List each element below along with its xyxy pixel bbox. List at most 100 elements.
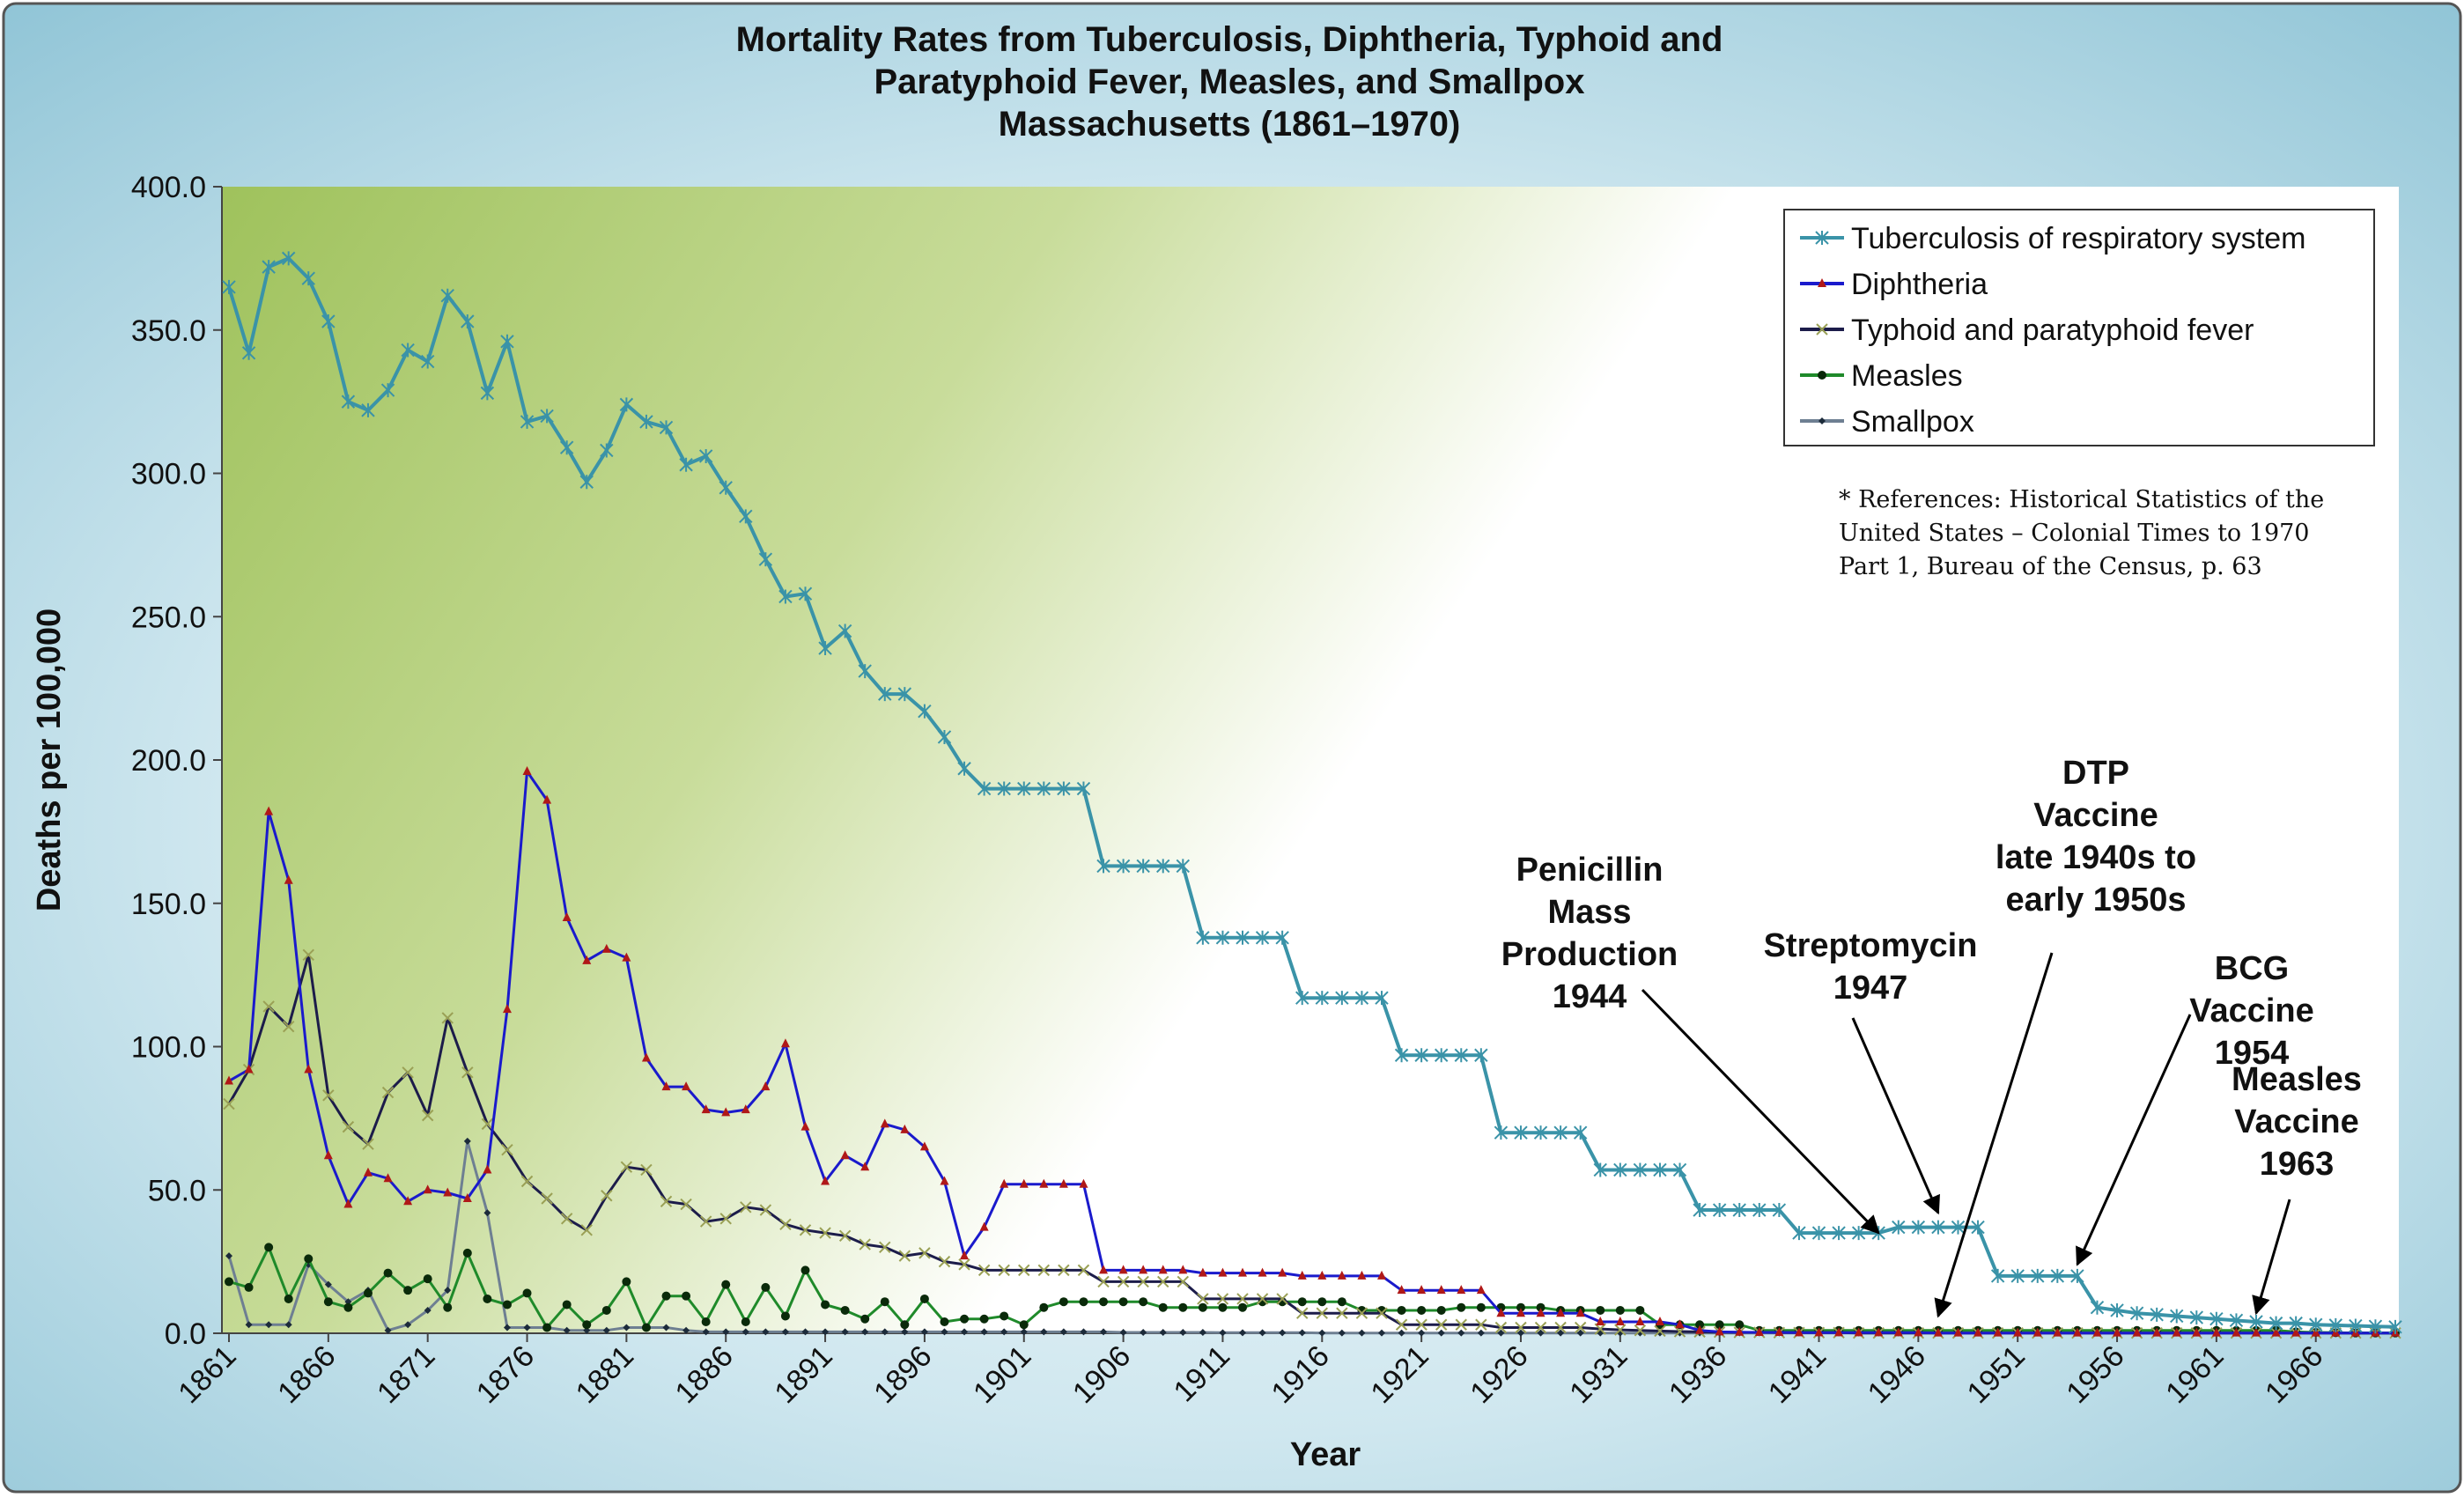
annotation-arrow bbox=[1851, 1017, 1940, 1215]
data-point bbox=[401, 343, 415, 358]
data-point bbox=[841, 1328, 849, 1336]
y-tick-label: 100.0 bbox=[131, 1031, 206, 1065]
data-point bbox=[1219, 1329, 1227, 1337]
data-point bbox=[979, 1221, 989, 1231]
data-point bbox=[1695, 1324, 1705, 1334]
data-point bbox=[1238, 1302, 1248, 1312]
data-point bbox=[819, 1227, 831, 1239]
data-point bbox=[1335, 991, 1349, 1006]
data-point bbox=[719, 1213, 732, 1225]
data-point bbox=[1198, 1267, 1207, 1277]
data-point bbox=[1772, 1203, 1787, 1218]
data-point bbox=[1059, 1297, 1068, 1307]
legend-label: Smallpox bbox=[1851, 405, 1974, 439]
data-point bbox=[1137, 1275, 1149, 1288]
data-point bbox=[1258, 1267, 1267, 1277]
data-point bbox=[1417, 1305, 1427, 1315]
data-point bbox=[2368, 1319, 2383, 1334]
data-point bbox=[2211, 1327, 2221, 1337]
data-point bbox=[861, 1328, 869, 1336]
data-point bbox=[1536, 1302, 1546, 1312]
data-point bbox=[659, 420, 674, 435]
data-point bbox=[1695, 1320, 1705, 1330]
data-point bbox=[1516, 1329, 1524, 1337]
data-point bbox=[1099, 1297, 1109, 1307]
data-point bbox=[444, 1287, 452, 1295]
data-point bbox=[1933, 1327, 1943, 1337]
data-point bbox=[881, 1328, 889, 1336]
data-point bbox=[1080, 1328, 1088, 1336]
data-point bbox=[1712, 1203, 1727, 1218]
data-point bbox=[840, 1305, 850, 1315]
data-point bbox=[2269, 1316, 2283, 1331]
data-point bbox=[421, 1109, 434, 1122]
data-point bbox=[483, 1164, 492, 1174]
data-point bbox=[1118, 1297, 1128, 1307]
data-point bbox=[1574, 1321, 1587, 1334]
data-point bbox=[1216, 1293, 1229, 1305]
data-point bbox=[383, 1268, 393, 1278]
data-point bbox=[1239, 1329, 1247, 1337]
chart-title-line: Paratyphoid Fever, Measles, and Smallpox bbox=[874, 63, 1585, 101]
data-point bbox=[1236, 930, 1250, 945]
data-point bbox=[779, 1218, 792, 1231]
data-point bbox=[778, 589, 793, 604]
data-point bbox=[640, 1163, 653, 1177]
data-point bbox=[641, 1323, 651, 1332]
data-point bbox=[1854, 1327, 1863, 1337]
data-point bbox=[520, 414, 535, 429]
data-point bbox=[502, 1300, 512, 1309]
data-point bbox=[1159, 1329, 1167, 1337]
data-point bbox=[1315, 991, 1329, 1006]
data-point bbox=[1096, 859, 1110, 874]
data-point bbox=[1336, 1307, 1348, 1319]
data-point bbox=[979, 1314, 989, 1324]
data-point bbox=[1794, 1327, 1804, 1337]
annotation-penicillin: Penicillin Mass Production 1944 bbox=[1501, 852, 1880, 1235]
data-point bbox=[1476, 1285, 1486, 1295]
data-point bbox=[441, 1012, 454, 1024]
data-point bbox=[423, 1184, 432, 1194]
references-note: * References: Historical Statistics of t… bbox=[1839, 486, 2324, 580]
annotation-dtp: DTP Vaccine late 1940s to early 1950s bbox=[1934, 755, 2196, 1318]
data-point bbox=[1596, 1305, 1605, 1315]
data-point bbox=[1715, 1320, 1724, 1330]
data-point bbox=[2328, 1317, 2342, 1332]
data-point bbox=[225, 1075, 233, 1085]
data-point bbox=[501, 1143, 513, 1156]
data-point bbox=[2132, 1327, 2142, 1337]
data-point bbox=[1575, 1308, 1585, 1317]
data-point bbox=[1414, 1048, 1428, 1063]
chart-title-line: Mortality Rates from Tuberculosis, Dipht… bbox=[736, 20, 1723, 59]
data-point bbox=[859, 1238, 871, 1250]
data-point bbox=[1296, 1307, 1309, 1319]
data-point bbox=[1494, 1125, 1509, 1140]
data-point bbox=[801, 1328, 809, 1336]
data-point bbox=[1715, 1326, 1724, 1336]
data-point bbox=[840, 1150, 850, 1160]
data-point bbox=[362, 1138, 374, 1150]
data-point bbox=[563, 1326, 571, 1334]
data-point bbox=[302, 948, 314, 962]
data-point bbox=[1613, 1162, 1627, 1177]
data-point bbox=[1338, 1329, 1346, 1337]
data-point bbox=[1398, 1329, 1405, 1337]
reference-line: * References: Historical Statistics of t… bbox=[1839, 486, 2324, 513]
data-point bbox=[1119, 1329, 1127, 1337]
data-point bbox=[1615, 1305, 1625, 1315]
data-point bbox=[1576, 1329, 1584, 1337]
series-line bbox=[227, 256, 2396, 1329]
data-point bbox=[2309, 1317, 2323, 1332]
data-point bbox=[462, 1248, 472, 1258]
data-point bbox=[1376, 1307, 1388, 1319]
data-point bbox=[562, 912, 572, 922]
data-point bbox=[920, 1328, 928, 1336]
data-point bbox=[2388, 1319, 2402, 1334]
data-point bbox=[343, 1199, 353, 1208]
data-point bbox=[2249, 1314, 2263, 1329]
data-point bbox=[1337, 1297, 1346, 1307]
data-point bbox=[2013, 1327, 2023, 1337]
data-point bbox=[1516, 1302, 1525, 1312]
data-point bbox=[1297, 1297, 1307, 1307]
